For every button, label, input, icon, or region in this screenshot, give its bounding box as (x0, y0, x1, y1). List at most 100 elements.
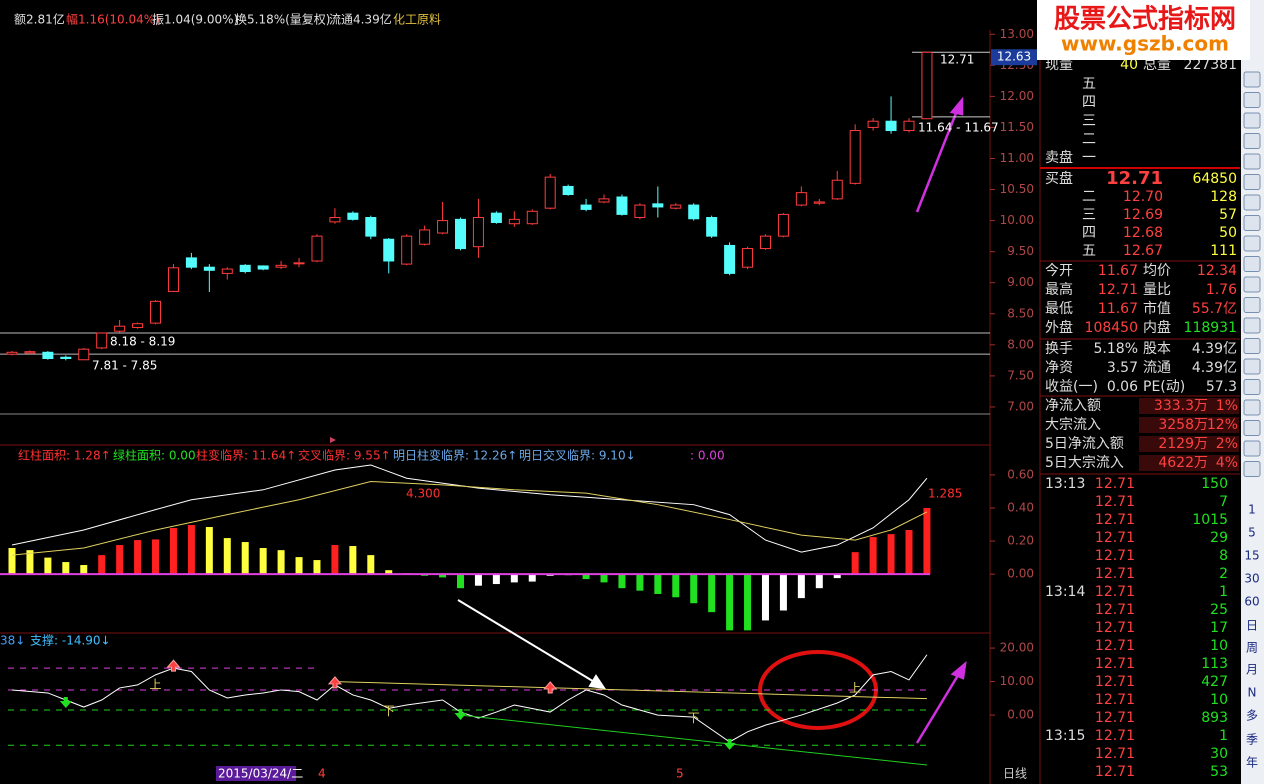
candle-body (203, 266, 215, 271)
candle-body (849, 130, 861, 184)
histogram-bar (528, 574, 536, 582)
tool-icon[interactable] (1243, 399, 1261, 416)
period-button[interactable]: 60 (1244, 595, 1259, 609)
legend-item: 支撑: -14.90↓ (30, 633, 111, 648)
annotation: 1.285 (928, 487, 962, 501)
tool-icon[interactable] (1243, 297, 1261, 313)
period-button[interactable]: 15 (1244, 549, 1259, 563)
histogram-bar (80, 565, 88, 575)
trough-marker (454, 709, 467, 721)
candle-body (6, 351, 18, 355)
period-button[interactable]: 年 (1246, 756, 1258, 770)
quote-text: 108450 (1085, 320, 1138, 336)
tool-icon[interactable] (1243, 358, 1261, 375)
period-button[interactable]: N (1248, 686, 1257, 700)
period-button[interactable]: 1 (1248, 503, 1256, 517)
tool-icon[interactable] (1243, 153, 1261, 170)
tick-price: 12.71 (1095, 638, 1135, 654)
quote-text: 量比 (1143, 282, 1171, 298)
tick-volume: 10 (1210, 692, 1228, 708)
candle-body (759, 235, 771, 250)
tool-icon[interactable] (1243, 133, 1261, 149)
histogram-bar (241, 542, 249, 575)
tick-price: 12.71 (1095, 764, 1135, 780)
histogram-bar (744, 574, 752, 631)
period-button[interactable]: 5 (1248, 526, 1256, 540)
histogram-bar (439, 574, 447, 578)
quote-text: 五 (1082, 243, 1096, 259)
candle-body (365, 217, 377, 237)
quote-text: 买盘 (1045, 170, 1073, 187)
tool-icon[interactable] (1243, 420, 1261, 436)
tick-price: 12.71 (1095, 692, 1135, 708)
tool-icon[interactable] (1243, 317, 1261, 334)
histogram-bar (152, 539, 160, 575)
quote-text: 5.18% (1094, 341, 1138, 357)
tool-icon[interactable] (1243, 276, 1261, 293)
tool-icon[interactable] (1243, 92, 1261, 108)
period-button[interactable]: 30 (1244, 572, 1259, 586)
histogram-bar (815, 574, 823, 589)
tool-icon[interactable] (1243, 194, 1261, 211)
quote-text: 12.71 (1106, 168, 1163, 189)
flow-bg (1139, 455, 1239, 471)
quote-text: 12.68 (1123, 225, 1163, 241)
y-tick-label: 0.40 (1007, 500, 1034, 514)
histogram-bar (851, 552, 859, 575)
quote-text: 2129万 (1158, 436, 1208, 452)
tool-icon[interactable] (1243, 174, 1261, 190)
quote-text: 11.67 (1098, 263, 1138, 279)
peak-marker (327, 676, 343, 689)
tick-price: 12.71 (1095, 674, 1135, 690)
tool-icon[interactable] (1243, 71, 1261, 88)
tool-icon[interactable] (1243, 379, 1261, 395)
quote-text: 4.39亿 (1192, 360, 1237, 376)
tick-volume: 17 (1210, 620, 1228, 636)
period-button[interactable]: 多 (1246, 709, 1258, 723)
period-button[interactable]: 月 (1246, 663, 1258, 677)
tool-icon[interactable] (1243, 256, 1261, 272)
quote-text: 内盘 (1143, 319, 1171, 336)
quote-text: 12% (1207, 417, 1238, 433)
histogram-bar (797, 574, 805, 599)
candle-body (383, 238, 395, 262)
tool-icon[interactable] (1243, 338, 1261, 354)
tool-icon[interactable] (1243, 112, 1261, 129)
legend-item: 绿柱面积: 0.00 (113, 448, 196, 463)
histogram-bar (205, 527, 213, 575)
tool-icon[interactable] (1243, 461, 1261, 477)
candle-body (742, 248, 754, 268)
indicator-line (334, 681, 927, 700)
histogram-bar (223, 538, 231, 575)
histogram-bar (134, 540, 142, 575)
quote-text: 净资 (1045, 360, 1073, 376)
quote-text: 0.06 (1107, 379, 1138, 395)
quote-text: 50 (1219, 225, 1237, 241)
tick-volume: 113 (1201, 656, 1228, 672)
histogram-bar (385, 570, 393, 575)
quote-text: 128 (1210, 189, 1237, 205)
candle-body (96, 332, 108, 349)
tick-volume: 1 (1219, 728, 1228, 744)
quote-text: 三 (1082, 207, 1096, 223)
tool-icon[interactable] (1243, 215, 1261, 231)
candle-body (185, 257, 197, 268)
quote-text: 2% (1216, 436, 1238, 452)
tool-icon[interactable] (1243, 440, 1261, 457)
date-label: 4 (318, 767, 326, 781)
tick-volume: 893 (1201, 710, 1228, 726)
price-tag-box (991, 49, 1037, 66)
period-button[interactable]: 周 (1246, 641, 1258, 655)
histogram-bar (116, 545, 124, 575)
histogram-bar (62, 562, 70, 575)
period-button[interactable]: 季 (1246, 733, 1258, 747)
level-label: 7.81 - 7.85 (92, 359, 157, 373)
candle-body (329, 217, 341, 223)
period-button[interactable]: 日 (1246, 619, 1258, 633)
arrow (915, 107, 960, 213)
y-tick-label: 11.50 (1000, 120, 1034, 134)
quote-text: 一 (1082, 150, 1096, 166)
candle-body (885, 120, 897, 132)
tool-icon[interactable] (1243, 235, 1261, 252)
